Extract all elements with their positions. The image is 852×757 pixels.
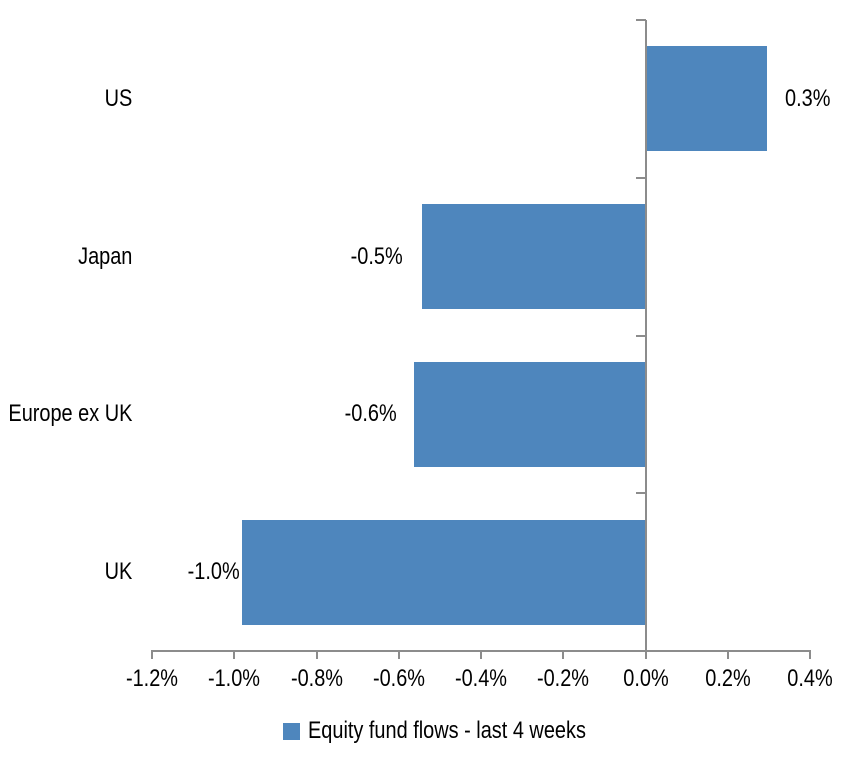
x-axis-tick	[562, 651, 565, 659]
category-label-uk: UK	[104, 558, 132, 586]
bar-europe-ex-uk	[413, 361, 646, 467]
x-axis-tick	[233, 651, 236, 659]
x-axis-tick-label: -0.6%	[372, 665, 425, 692]
legend-label: Equity fund flows - last 4 weeks	[308, 717, 586, 744]
category-label-japan: Japan	[77, 242, 132, 270]
x-axis-tick-label: -0.4%	[454, 665, 508, 692]
category-axis-tick	[635, 492, 646, 495]
legend-marker-square	[283, 722, 300, 740]
bar-uk	[242, 519, 646, 625]
x-axis-tick	[726, 651, 729, 659]
x-axis-tick	[397, 651, 400, 659]
category-axis-tick	[635, 334, 646, 337]
x-axis-tick	[151, 651, 153, 659]
bar-us	[645, 46, 767, 152]
x-axis-line	[151, 650, 811, 652]
category-axis-tick	[635, 19, 646, 21]
data-label-uk: -1.0%	[188, 558, 241, 586]
category-label-europe-ex-uk: Europe ex UK	[7, 400, 132, 428]
x-axis-tick	[315, 651, 318, 659]
x-axis-tick-label: 0.2%	[705, 665, 751, 692]
legend: Equity fund flows - last 4 weeks	[283, 717, 643, 745]
x-axis-tick-label: 0.4%	[787, 665, 833, 692]
x-axis-tick-label: -1.2%	[125, 665, 179, 692]
data-label-us: 0.3%	[784, 84, 831, 112]
category-label-us: US	[104, 84, 132, 112]
zero-axis-line	[644, 20, 647, 659]
x-axis-tick-label: -0.2%	[537, 665, 590, 692]
x-axis-tick	[809, 651, 811, 659]
data-label-europe-ex-uk: -0.6%	[344, 400, 397, 428]
x-axis-tick-label: -0.8%	[290, 665, 343, 692]
category-axis-tick	[635, 176, 646, 179]
x-axis-tick	[480, 651, 482, 659]
data-label-japan: -0.5%	[350, 242, 403, 270]
bar-japan	[422, 204, 646, 310]
x-axis-tick-label: 0.0%	[622, 665, 669, 692]
x-axis-tick-label: -1.0%	[208, 665, 261, 692]
